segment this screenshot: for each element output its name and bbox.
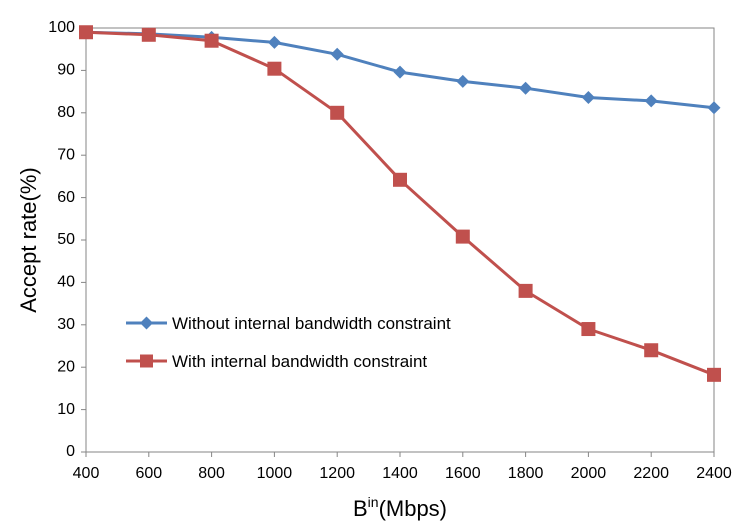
- x-tick-label: 1800: [508, 465, 544, 482]
- y-tick-label: 30: [57, 316, 75, 333]
- y-tick-label: 60: [57, 189, 75, 206]
- y-tick-label: 80: [57, 104, 75, 121]
- data-point-square: [393, 172, 407, 187]
- data-point-diamond: [519, 81, 533, 95]
- data-point-square: [204, 33, 219, 48]
- data-point-diamond: [644, 94, 658, 108]
- y-tick-label: 10: [57, 401, 75, 418]
- legend: Without internal bandwidth constraint Wi…: [126, 314, 451, 371]
- legend-square-marker: [140, 354, 153, 368]
- data-point-diamond: [456, 74, 470, 88]
- y-tick-label: 50: [57, 231, 75, 248]
- data-point-square: [644, 343, 659, 358]
- series-2: [79, 25, 721, 382]
- data-point-diamond: [393, 65, 407, 79]
- x-tick-label: 1000: [257, 465, 293, 482]
- data-point-square: [267, 61, 282, 76]
- data-point-square: [79, 25, 93, 40]
- x-tick-label: 1400: [382, 465, 418, 482]
- x-axis-title: Bin(Mbps): [353, 494, 447, 521]
- data-point-square: [455, 229, 470, 244]
- y-tick-label: 70: [57, 146, 75, 163]
- y-tick-label: 90: [57, 62, 75, 79]
- x-tick-label: 1200: [319, 465, 355, 482]
- data-point-square: [330, 105, 345, 120]
- x-tick-label: 2000: [571, 465, 607, 482]
- y-tick-label: 0: [66, 443, 75, 460]
- x-tick-label: 600: [135, 465, 162, 482]
- x-tick-label: 800: [198, 465, 225, 482]
- data-point-square: [141, 27, 156, 42]
- y-tick-label: 20: [57, 358, 75, 375]
- data-point-diamond: [330, 47, 344, 61]
- data-point-diamond: [267, 35, 281, 49]
- legend-label-without-constraint: Without internal bandwidth constraint: [172, 314, 451, 333]
- y-axis: 0 10 20 30 40 50 60 70 80 90 100: [48, 19, 86, 460]
- x-tick-label: 400: [73, 465, 100, 482]
- x-axis-title-main: B: [353, 496, 368, 521]
- legend-item-without-constraint: Without internal bandwidth constraint: [126, 314, 451, 333]
- data-point-diamond: [581, 91, 595, 105]
- x-axis: 400 600 800 1000 1200 1400 1600 1800 2000 2200 240…: [73, 452, 732, 482]
- data-point-square: [518, 283, 533, 298]
- series-layer: [79, 25, 721, 382]
- data-point-square: [707, 367, 721, 382]
- data-point-diamond: [707, 101, 721, 115]
- x-tick-label: 2200: [633, 465, 669, 482]
- x-tick-label: 2400: [696, 465, 732, 482]
- legend-item-with-constraint: With internal bandwidth constraint: [126, 352, 427, 371]
- x-axis-title-unit: (Mbps): [379, 496, 447, 521]
- y-axis-title: Accept rate(%): [16, 167, 41, 313]
- x-axis-title-superscript: in: [368, 494, 379, 510]
- data-point-square: [581, 322, 596, 337]
- y-tick-label: 100: [48, 19, 75, 36]
- y-tick-label: 40: [57, 274, 75, 291]
- legend-diamond-marker: [140, 316, 153, 330]
- x-tick-label: 1600: [445, 465, 481, 482]
- legend-label-with-constraint: With internal bandwidth constraint: [172, 352, 427, 371]
